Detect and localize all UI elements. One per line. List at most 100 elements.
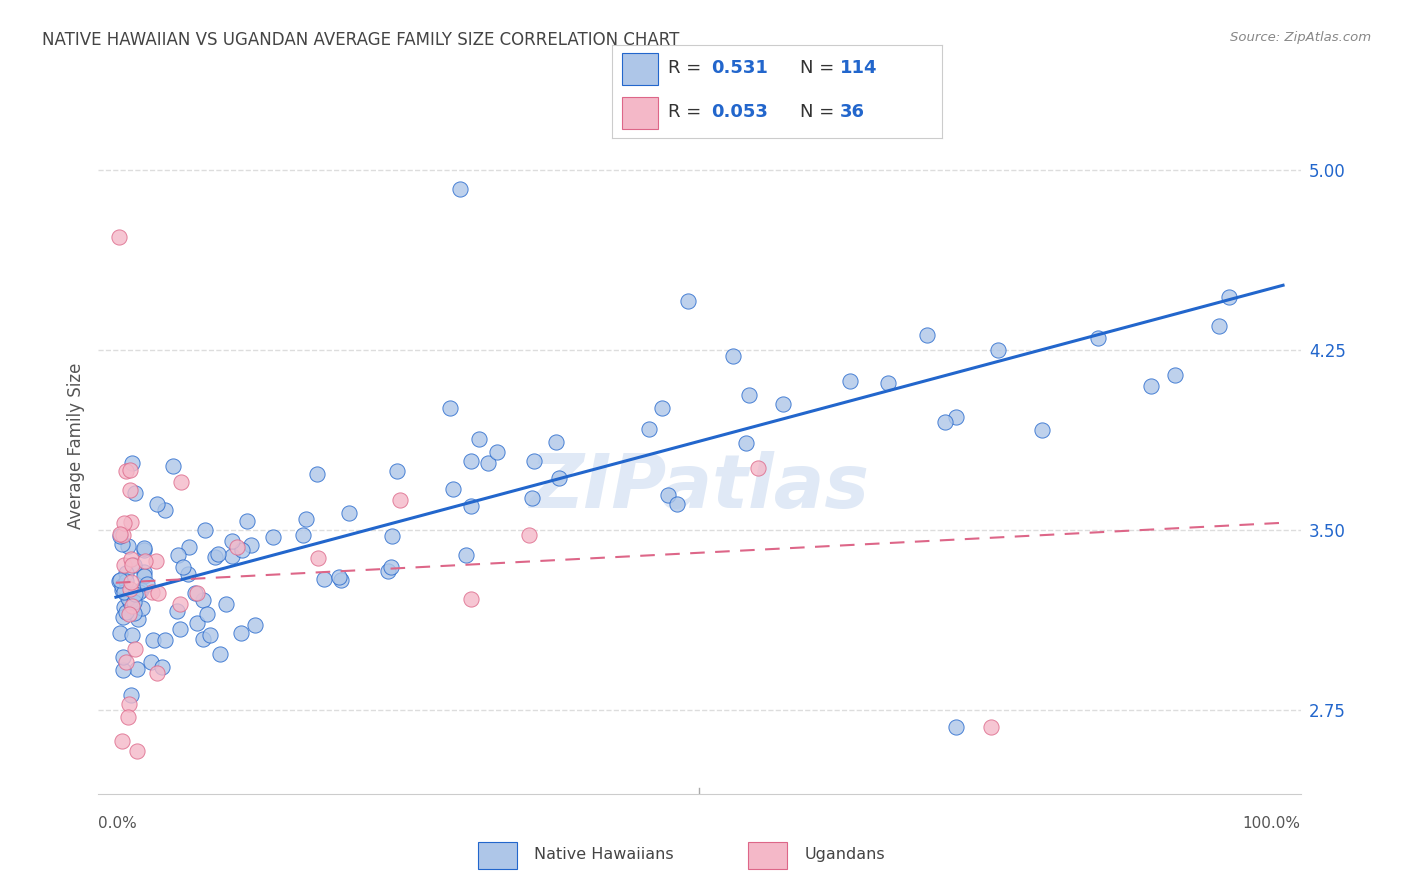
Text: 36: 36 bbox=[839, 103, 865, 120]
Point bbox=[118, 582, 141, 596]
Point bbox=[477, 456, 499, 470]
Point bbox=[186, 586, 208, 600]
Point bbox=[162, 459, 184, 474]
Point bbox=[122, 595, 145, 609]
Point bbox=[1031, 423, 1053, 437]
Point bbox=[111, 650, 134, 665]
Point bbox=[934, 415, 956, 429]
Point bbox=[191, 632, 214, 646]
Point bbox=[134, 541, 156, 555]
Point bbox=[117, 709, 139, 723]
Point bbox=[111, 537, 134, 551]
Point bbox=[657, 488, 679, 502]
Point bbox=[186, 616, 208, 631]
Point bbox=[118, 697, 141, 711]
Point bbox=[120, 552, 142, 566]
Point bbox=[176, 567, 198, 582]
Point bbox=[132, 566, 155, 580]
Point bbox=[772, 397, 794, 411]
Point bbox=[146, 586, 169, 600]
Point bbox=[131, 600, 153, 615]
Point bbox=[150, 659, 173, 673]
Point bbox=[291, 528, 314, 542]
Point bbox=[1208, 318, 1230, 333]
Point bbox=[193, 593, 215, 607]
Point bbox=[262, 530, 284, 544]
Point bbox=[194, 524, 217, 538]
Point bbox=[747, 461, 769, 475]
Text: Native Hawaiians: Native Hawaiians bbox=[534, 847, 673, 862]
Point bbox=[111, 734, 134, 748]
Point bbox=[460, 454, 482, 468]
Point bbox=[120, 483, 142, 497]
Point bbox=[134, 569, 156, 583]
Point bbox=[124, 587, 146, 601]
Point bbox=[945, 410, 967, 425]
Text: N =: N = bbox=[800, 60, 839, 78]
Point bbox=[111, 583, 134, 598]
Text: 0.053: 0.053 bbox=[710, 103, 768, 120]
Point bbox=[231, 543, 253, 558]
Point bbox=[121, 628, 143, 642]
Point bbox=[120, 575, 142, 590]
Point bbox=[198, 628, 221, 642]
Point bbox=[136, 576, 159, 591]
Point bbox=[146, 666, 169, 681]
Point bbox=[195, 607, 218, 621]
Point bbox=[112, 528, 135, 542]
Point bbox=[111, 579, 134, 593]
Point bbox=[295, 512, 318, 526]
Point bbox=[236, 514, 259, 528]
Point bbox=[204, 550, 226, 565]
Point bbox=[112, 610, 135, 624]
Point bbox=[388, 492, 411, 507]
Text: ZIPatlas: ZIPatlas bbox=[530, 451, 869, 524]
Point bbox=[486, 445, 509, 459]
Point bbox=[141, 655, 163, 669]
Point bbox=[115, 574, 138, 588]
Point bbox=[120, 515, 142, 529]
Text: R =: R = bbox=[668, 60, 707, 78]
Text: 0.0%: 0.0% bbox=[98, 816, 138, 831]
Point bbox=[124, 641, 146, 656]
Point bbox=[128, 585, 150, 599]
Point bbox=[221, 549, 243, 564]
Point bbox=[125, 744, 148, 758]
Point bbox=[127, 662, 149, 676]
Point bbox=[112, 558, 135, 572]
Point bbox=[1218, 290, 1240, 304]
Point bbox=[112, 663, 135, 677]
Point bbox=[839, 374, 862, 388]
Text: 100.0%: 100.0% bbox=[1243, 816, 1301, 831]
Point bbox=[520, 491, 543, 505]
Bar bbox=[478, 842, 517, 869]
Point bbox=[1140, 379, 1163, 393]
Point bbox=[239, 538, 262, 552]
Point bbox=[166, 604, 188, 618]
Point bbox=[243, 618, 266, 632]
Point bbox=[314, 572, 336, 586]
Point bbox=[170, 475, 193, 489]
Point bbox=[676, 293, 699, 308]
Point bbox=[460, 591, 482, 606]
Point bbox=[132, 543, 155, 558]
Point bbox=[468, 432, 491, 446]
Point bbox=[1163, 368, 1185, 382]
Point bbox=[124, 485, 146, 500]
Point bbox=[305, 467, 328, 482]
Point bbox=[108, 626, 131, 640]
Point bbox=[153, 503, 176, 517]
Point bbox=[328, 570, 350, 584]
Point bbox=[377, 565, 399, 579]
Point bbox=[229, 626, 252, 640]
Point bbox=[129, 583, 152, 598]
Text: Source: ZipAtlas.com: Source: ZipAtlas.com bbox=[1230, 31, 1371, 45]
Point bbox=[307, 550, 329, 565]
Point bbox=[980, 720, 1002, 734]
Point bbox=[108, 527, 131, 541]
Point bbox=[226, 540, 249, 554]
Point bbox=[108, 529, 131, 543]
Point bbox=[207, 548, 229, 562]
Point bbox=[385, 464, 408, 478]
Point bbox=[381, 529, 404, 543]
